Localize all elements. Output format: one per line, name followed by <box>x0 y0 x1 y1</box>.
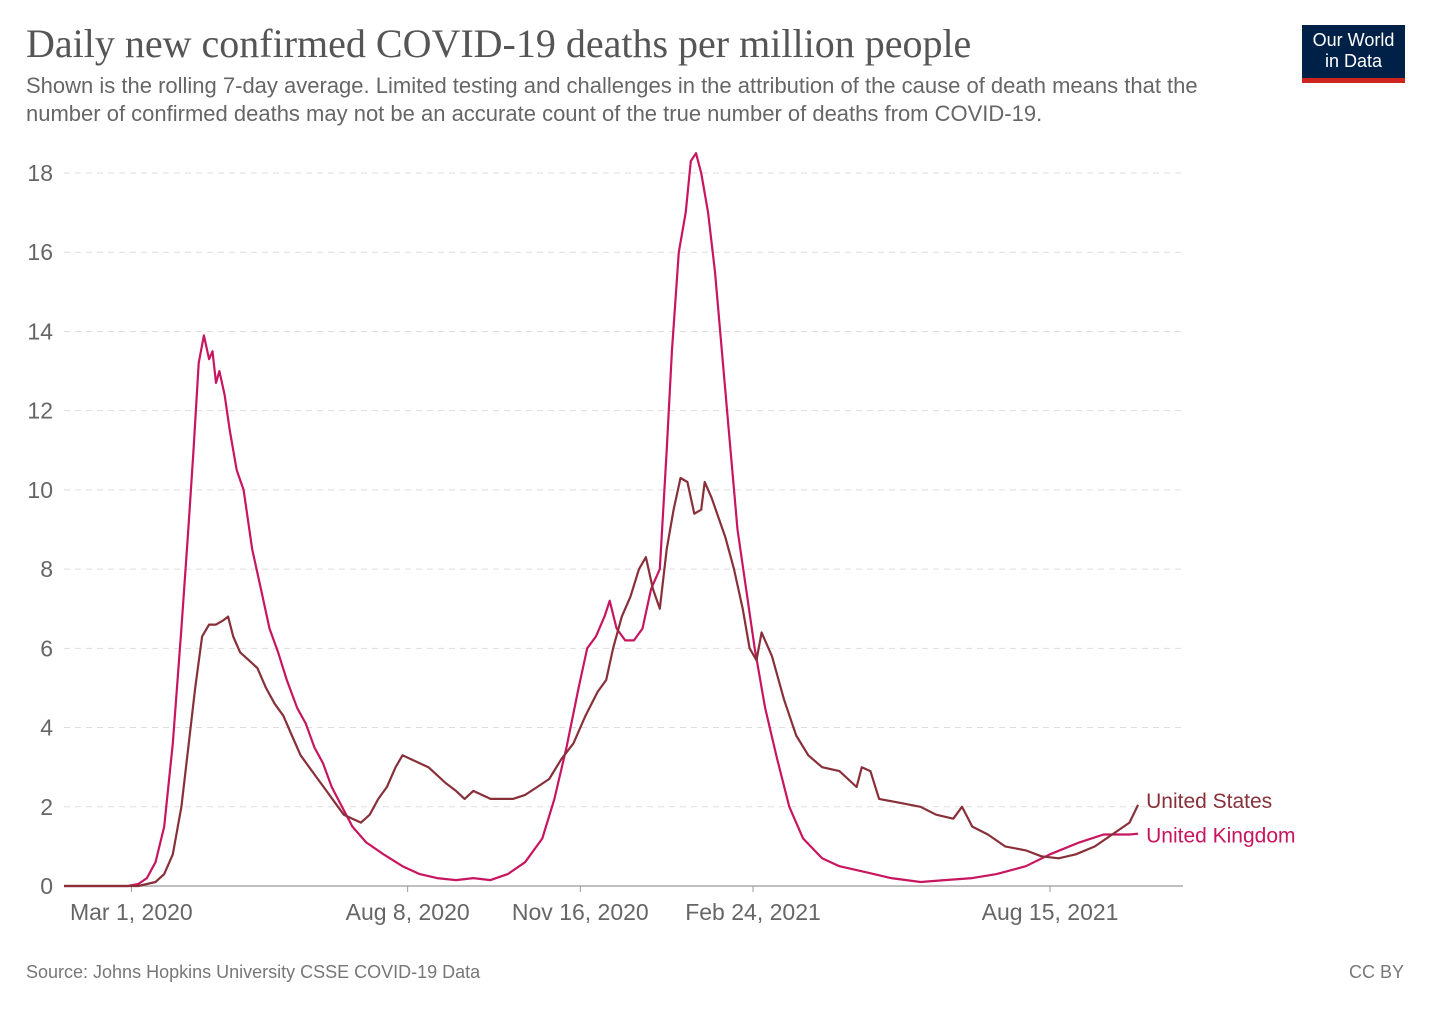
y-tick-label: 10 <box>27 477 53 503</box>
source-note: Source: Johns Hopkins University CSSE CO… <box>26 962 481 982</box>
x-axis: Mar 1, 2020 Aug 8, 2020 Nov 16, 2020 Feb 24… <box>64 885 1183 925</box>
y-tick-label: 14 <box>27 318 53 344</box>
legend-label-united-states[interactable]: United States <box>1146 790 1272 813</box>
chart-title: Daily new confirmed COVID-19 deaths per … <box>26 21 972 66</box>
logo-line-2: in Data <box>1324 51 1383 71</box>
y-tick-label: 8 <box>40 556 53 582</box>
series-line-united-states[interactable] <box>64 476 1140 888</box>
owid-logo[interactable]: Our World in Data <box>1302 25 1405 83</box>
y-axis: 0 2 4 6 8 10 12 14 16 18 <box>27 160 53 899</box>
x-tick-label: Mar 1, 2020 <box>70 899 193 925</box>
y-tick-label: 0 <box>40 873 53 899</box>
x-tick-label: Aug 8, 2020 <box>346 899 470 925</box>
y-tick-label: 18 <box>27 160 53 186</box>
x-tick-label: Feb 24, 2021 <box>685 899 821 925</box>
logo-line-1: Our World <box>1312 30 1395 50</box>
legend-label-united-kingdom[interactable]: United Kingdom <box>1146 825 1295 848</box>
y-tick-label: 2 <box>40 794 53 820</box>
gridlines <box>64 172 1183 808</box>
license-link[interactable]: CC BY <box>1348 962 1404 982</box>
y-tick-label: 12 <box>27 398 53 424</box>
series-line-united-kingdom[interactable] <box>64 152 1139 888</box>
y-tick-label: 16 <box>27 239 53 265</box>
legend: United Kingdom United States <box>1146 790 1295 848</box>
chart-subtitle: Shown is the rolling 7-day average. Limi… <box>26 73 1198 126</box>
y-tick-label: 4 <box>40 715 53 741</box>
x-tick-label: Nov 16, 2020 <box>512 899 649 925</box>
series-lines <box>64 152 1140 888</box>
y-tick-label: 6 <box>40 635 53 661</box>
x-tick-label: Aug 15, 2021 <box>982 899 1119 925</box>
